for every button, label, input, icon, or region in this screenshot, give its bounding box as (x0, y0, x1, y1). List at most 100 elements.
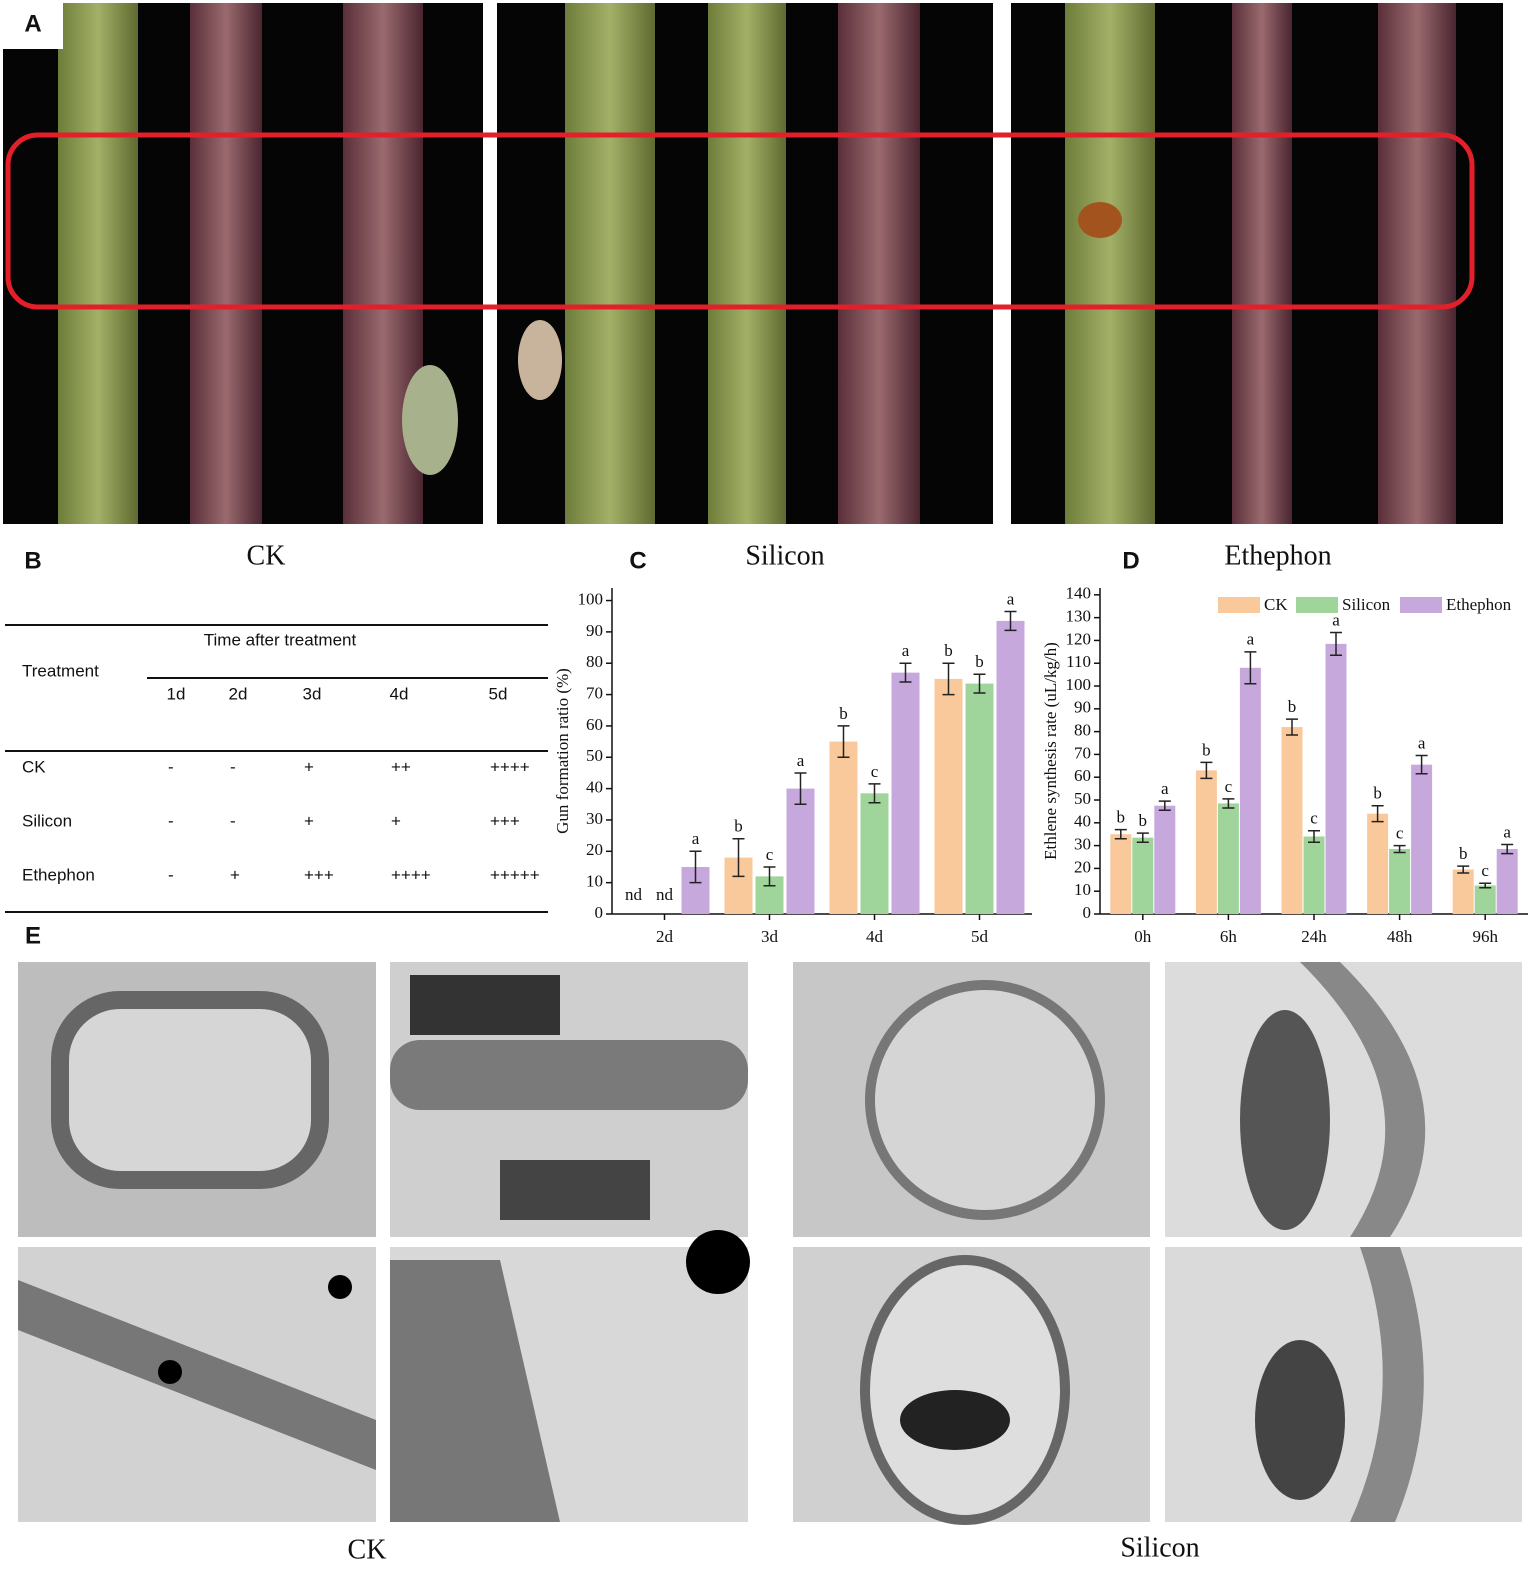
error-bar (1479, 882, 1492, 889)
table-header: 1d (167, 684, 186, 703)
y-tick-label: 20 (1074, 857, 1091, 876)
table-cell: +++ (304, 865, 334, 884)
table-cell: + (304, 757, 314, 776)
error-bar (1371, 804, 1384, 823)
bar-letter: a (797, 751, 805, 770)
error-bar (689, 850, 702, 884)
bar (1303, 836, 1325, 914)
error-bar (1415, 754, 1428, 775)
bar-letter: b (975, 652, 984, 671)
error-bar (1501, 843, 1514, 855)
error-bar (1004, 610, 1017, 632)
bar-letter: b (1117, 808, 1126, 827)
bar-letter: b (1139, 811, 1148, 830)
bar (1154, 805, 1176, 914)
error-bar (1308, 830, 1320, 843)
y-tick-label: 0 (595, 903, 604, 922)
y-tick-label: 70 (586, 683, 603, 702)
y-tick-label: 80 (1074, 721, 1091, 740)
error-bar (899, 662, 912, 683)
table-cell: - (168, 865, 174, 884)
table-header: Time after treatment (204, 630, 357, 649)
bar (1474, 885, 1496, 914)
y-axis-label: Gun formation ratio (%) (553, 668, 572, 834)
error-bar (1393, 844, 1406, 854)
y-tick-label: 60 (586, 715, 603, 734)
table-header: 5d (489, 684, 508, 703)
table-header: 2d (229, 684, 248, 703)
y-tick-label: 10 (586, 872, 603, 891)
table-cell: ++++ (490, 757, 530, 776)
error-bar (1286, 718, 1298, 736)
y-tick-label: 140 (1066, 584, 1092, 603)
y-tick-label: 40 (1074, 812, 1091, 831)
bar (1217, 803, 1239, 914)
bar (1195, 770, 1217, 914)
legend-label: Ethephon (1446, 595, 1512, 614)
bar-letter: c (871, 762, 879, 781)
x-tick-label: 24h (1301, 927, 1327, 946)
y-tick-label: 110 (1066, 652, 1091, 671)
panel-label: B (24, 547, 41, 574)
x-tick-label: 5d (971, 927, 989, 946)
bar (1281, 727, 1303, 914)
x-tick-label: 0h (1134, 927, 1152, 946)
x-tick-label: 96h (1472, 927, 1498, 946)
table-cell: ++ (391, 757, 411, 776)
error-bar (732, 838, 745, 878)
table-header: 3d (303, 684, 322, 703)
legend-swatch (1400, 597, 1442, 613)
error-bar (1244, 651, 1257, 685)
y-tick-label: 70 (1074, 743, 1091, 762)
error-bar (1136, 832, 1149, 843)
bar (934, 678, 963, 914)
bar-letter: b (1459, 844, 1468, 863)
table-header: 4d (390, 684, 409, 703)
table-cell: CK (22, 757, 46, 776)
table-header: Treatment (22, 661, 99, 680)
table-cell: + (391, 811, 401, 830)
legend-swatch (1218, 597, 1260, 613)
y-axis-label: Ethlene synthesis rate (uL/kg/h) (1041, 642, 1060, 860)
bar-letter: b (734, 817, 743, 836)
bar-letter: nd (656, 885, 674, 904)
bar (1496, 849, 1518, 914)
error-bar (794, 772, 807, 806)
error-bar (1330, 631, 1342, 657)
bar-letter: a (1007, 589, 1015, 608)
bar-letter: nd (625, 885, 643, 904)
photo-caption: CK (247, 540, 286, 571)
bar (1411, 764, 1433, 914)
table-cell: - (230, 811, 236, 830)
y-tick-label: 90 (1074, 698, 1091, 717)
y-tick-label: 120 (1066, 629, 1092, 648)
legend-label: Silicon (1342, 595, 1391, 614)
error-bar (942, 662, 955, 696)
error-bar (973, 673, 986, 694)
bar (1389, 849, 1411, 914)
bar (786, 788, 815, 914)
y-tick-label: 50 (1074, 789, 1091, 808)
table-cell: +++++ (490, 865, 540, 884)
bar (860, 793, 889, 914)
table-cell: + (230, 865, 240, 884)
bar-letter: b (1373, 784, 1382, 803)
bar-letter: a (1247, 630, 1255, 649)
photo-panel-a (3, 3, 1503, 524)
error-bar (868, 783, 881, 804)
table-cell: - (168, 757, 174, 776)
photo-caption: CK (348, 1534, 387, 1565)
error-bar (1200, 761, 1213, 780)
y-tick-label: 60 (1074, 766, 1091, 785)
y-tick-label: 10 (1074, 880, 1091, 899)
error-bar (837, 725, 850, 759)
table-cell: - (168, 811, 174, 830)
y-tick-label: 90 (586, 621, 603, 640)
table-cell: Silicon (22, 811, 72, 830)
bar-letter: c (1481, 861, 1489, 880)
panel-label: C (629, 547, 646, 574)
panel-label: A (24, 10, 41, 37)
table-cell: ++++ (391, 865, 431, 884)
panel-label: D (1122, 547, 1139, 574)
